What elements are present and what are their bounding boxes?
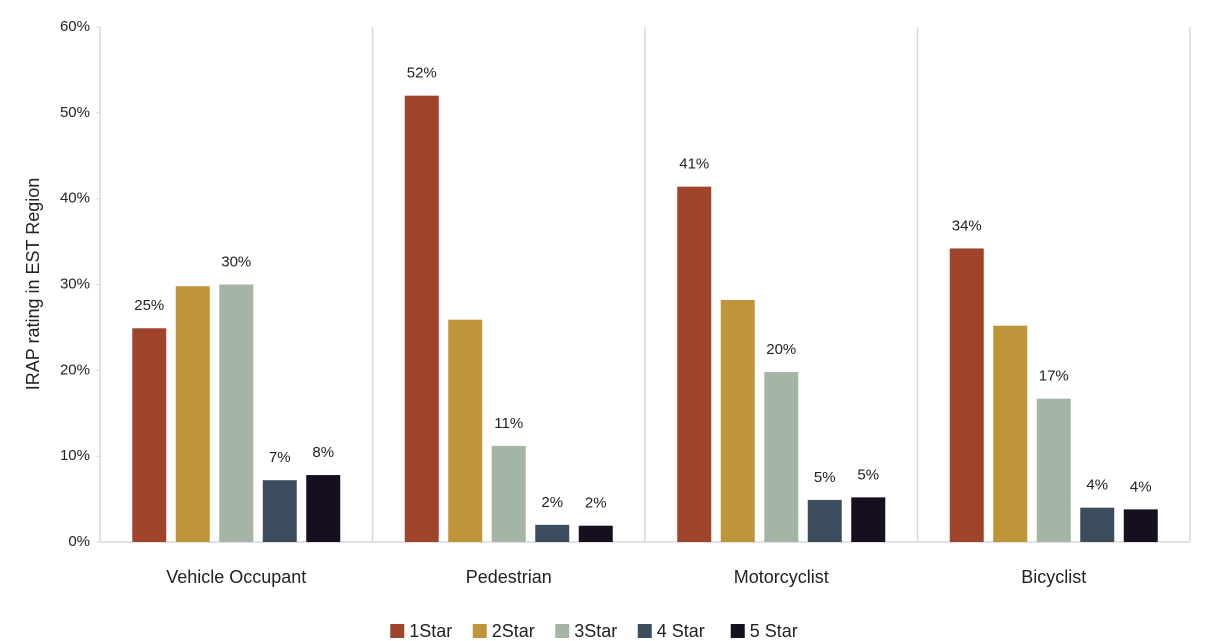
bar — [1080, 507, 1115, 542]
legend-label: 4 Star — [657, 621, 705, 641]
y-tick-label: 60% — [60, 18, 90, 35]
legend-label: 2Star — [492, 621, 535, 641]
data-label: 20% — [766, 341, 796, 358]
bar — [491, 445, 526, 542]
bar — [175, 286, 210, 542]
legend-swatch — [390, 624, 405, 638]
data-label: 52% — [407, 65, 437, 82]
bar — [677, 186, 712, 542]
y-tick-label: 10% — [60, 447, 90, 464]
bar — [535, 524, 570, 542]
bar — [132, 328, 167, 542]
bar — [1123, 509, 1158, 542]
bar — [764, 372, 799, 542]
data-label: 34% — [952, 217, 982, 234]
data-label: 8% — [312, 444, 334, 461]
legend-label: 1Star — [409, 621, 452, 641]
y-tick-label: 50% — [60, 104, 90, 121]
data-label: 5% — [814, 469, 836, 486]
legend-swatch — [730, 624, 745, 638]
legend-swatch — [472, 624, 487, 638]
data-label: 41% — [679, 156, 709, 173]
data-label: 25% — [134, 297, 164, 314]
data-label: 4% — [1086, 477, 1108, 494]
x-tick-label: Motorcyclist — [734, 567, 829, 587]
bar — [219, 284, 254, 542]
data-label: 4% — [1130, 478, 1152, 495]
bar — [578, 525, 613, 542]
bar — [720, 299, 755, 542]
y-axis-label: IRAP rating in EST Region — [23, 178, 43, 390]
data-label: 11% — [494, 415, 523, 432]
y-tick-label: 30% — [60, 275, 90, 292]
data-label: 7% — [269, 449, 291, 466]
bar — [1036, 398, 1071, 542]
y-tick-label: 20% — [60, 361, 90, 378]
x-tick-label: Pedestrian — [466, 567, 552, 587]
data-label: 5% — [857, 466, 879, 483]
bar — [306, 475, 341, 542]
data-label: 30% — [221, 253, 251, 270]
bar — [993, 325, 1028, 542]
x-tick-label: Bicyclist — [1021, 567, 1086, 587]
y-tick-label: 0% — [68, 533, 90, 550]
bar — [949, 248, 984, 542]
data-label: 2% — [585, 495, 607, 512]
bar — [404, 95, 439, 543]
x-tick-label: Vehicle Occupant — [166, 567, 306, 587]
data-label: 17% — [1039, 368, 1069, 385]
bar — [262, 480, 297, 542]
y-tick-label: 40% — [60, 190, 90, 207]
legend-swatch — [637, 624, 652, 638]
legend-swatch — [555, 624, 570, 638]
data-label: 2% — [541, 494, 563, 511]
bar — [851, 497, 886, 542]
bar — [448, 319, 483, 542]
bar — [807, 499, 842, 542]
legend-label: 3Star — [574, 621, 617, 641]
legend-label: 5 Star — [750, 621, 798, 641]
